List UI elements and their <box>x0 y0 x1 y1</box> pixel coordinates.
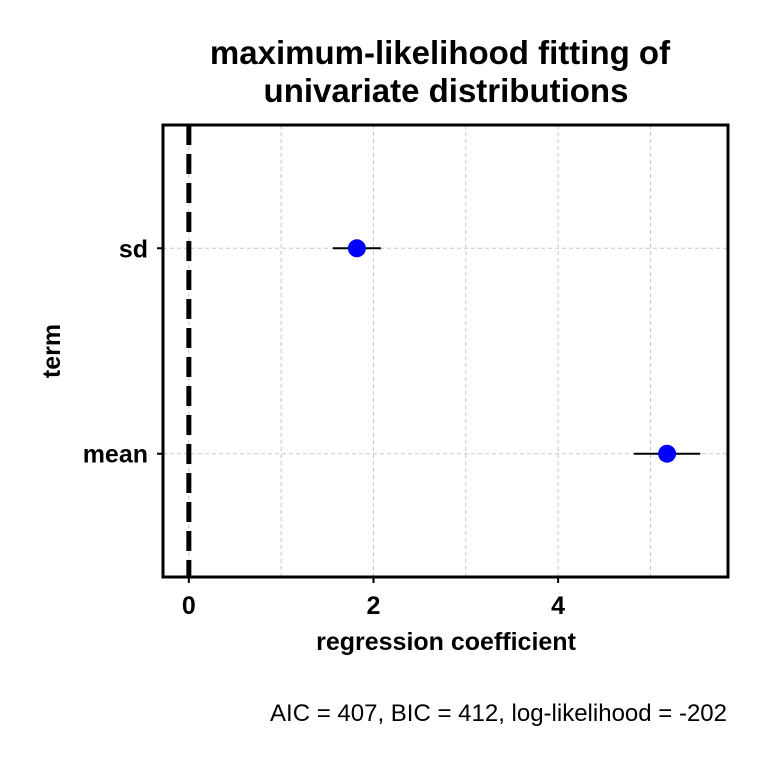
grid-layer <box>163 125 728 577</box>
estimate-point-sd <box>347 239 366 258</box>
chart-title-line-1: maximum-likelihood fitting of <box>210 34 671 71</box>
x-tick-label: 0 <box>182 592 196 620</box>
x-tick-label: 2 <box>367 592 381 620</box>
x-tick-label: 4 <box>551 592 565 620</box>
plot-area <box>161 123 730 579</box>
plot-border <box>161 123 730 579</box>
y-axis-title: term <box>38 324 66 378</box>
x-axis-title: regression coefficient <box>316 628 576 656</box>
y-tick-label: mean <box>83 441 148 469</box>
chart-title-line-2: univariate distributions <box>264 72 629 109</box>
y-tick-label: sd <box>119 235 148 263</box>
x-tick-labels: 0 2 4 <box>182 577 565 620</box>
chart-caption: AIC = 407, BIC = 412, log-likelihood = -… <box>270 700 727 727</box>
data-layer <box>332 239 701 463</box>
y-tick-labels: mean sd <box>83 235 163 469</box>
estimate-point-mean <box>658 444 677 463</box>
